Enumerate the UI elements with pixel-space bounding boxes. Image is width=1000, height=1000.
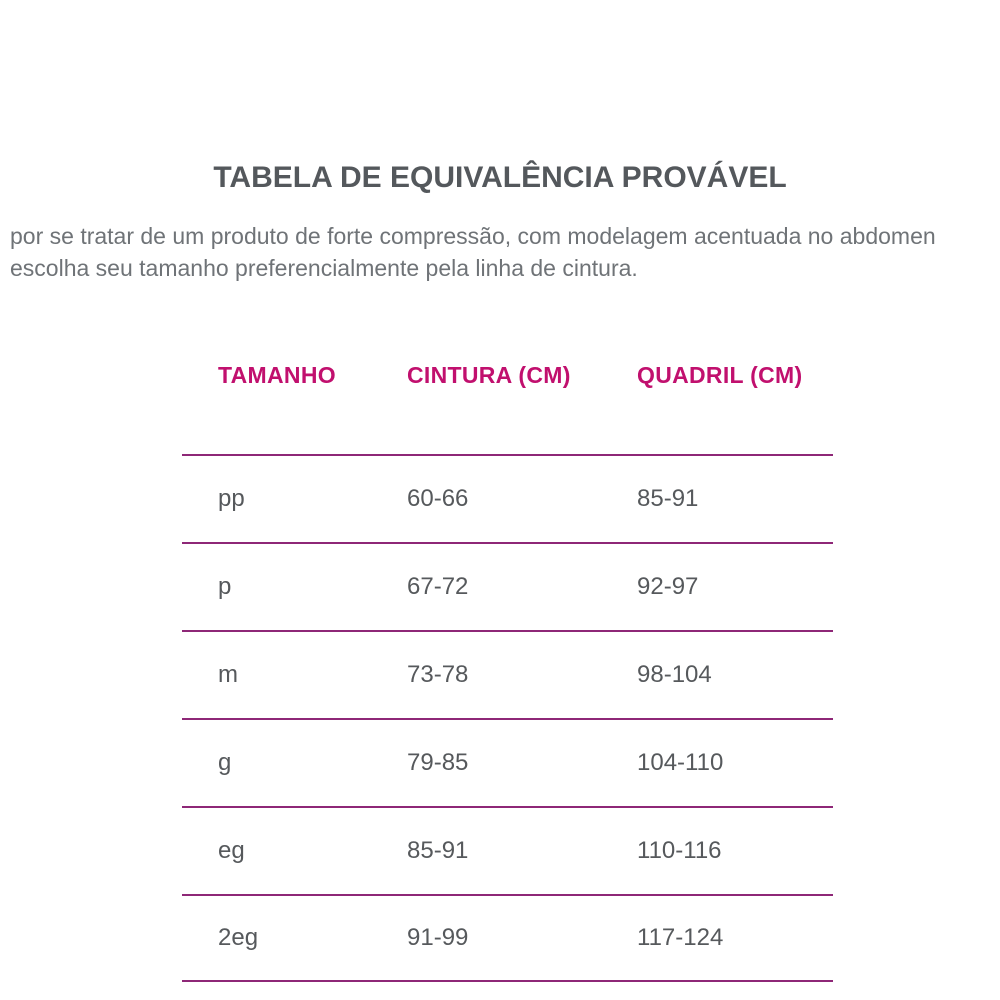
cell-tamanho: m [218,661,238,688]
cell-tamanho: g [218,749,232,776]
column-header-quadril: QUADRIL (CM) [637,362,803,388]
cell-tamanho: eg [218,837,245,864]
cell-quadril: 85-91 [637,485,699,512]
page-title: TABELA DE EQUIVALÊNCIA PROVÁVEL [213,161,787,194]
table-row: g 79-85 104-110 [182,718,833,806]
cell-quadril: 92-97 [637,573,699,600]
cell-tamanho: p [218,573,232,600]
cell-tamanho: 2eg [218,924,259,951]
intro-line-1: por se tratar de um produto de forte com… [10,223,936,249]
table-header-row: TAMANHO CINTURA (CM) QUADRIL (CM) [182,352,833,454]
table-row: p 67-72 92-97 [182,542,833,630]
table-row: eg 85-91 110-116 [182,806,833,894]
cell-cintura: 60-66 [407,485,469,512]
cell-quadril: 104-110 [637,749,724,776]
cell-quadril: 117-124 [637,924,724,951]
column-header-cintura: CINTURA (CM) [407,362,571,388]
table-row: 2eg 91-99 117-124 [182,894,833,982]
intro-line-2: escolha seu tamanho preferencialmente pe… [10,255,638,281]
column-header-tamanho: TAMANHO [218,362,336,388]
cell-cintura: 79-85 [407,749,469,776]
table-row: m 73-78 98-104 [182,630,833,718]
size-equivalence-table: TAMANHO CINTURA (CM) QUADRIL (CM) pp 60-… [182,352,833,982]
cell-cintura: 67-72 [407,573,469,600]
cell-cintura: 73-78 [407,661,469,688]
intro-paragraph: por se tratar de um produto de forte com… [10,220,995,284]
cell-cintura: 85-91 [407,837,469,864]
table-row: pp 60-66 85-91 [182,454,833,542]
cell-tamanho: pp [218,485,245,512]
cell-cintura: 91-99 [407,924,469,951]
cell-quadril: 110-116 [637,837,722,864]
cell-quadril: 98-104 [637,661,712,688]
